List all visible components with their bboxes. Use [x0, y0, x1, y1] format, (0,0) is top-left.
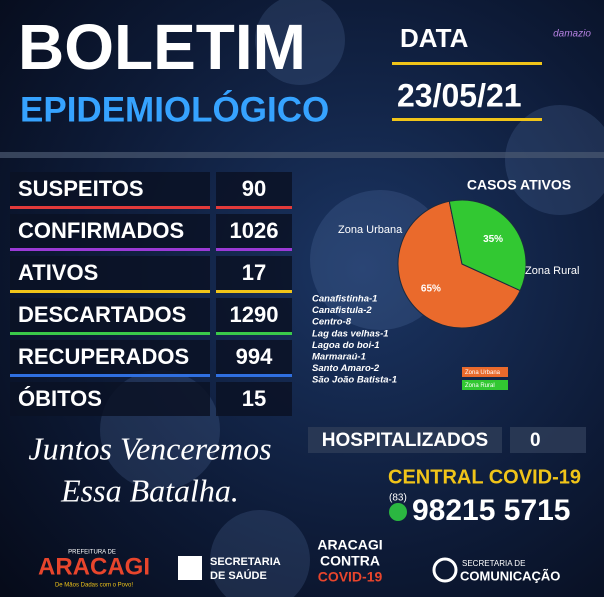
- row-label-box: [10, 340, 210, 374]
- hospital-label: HOSPITALIZADOS: [322, 430, 488, 451]
- row-underline: [216, 332, 292, 335]
- pie-slice: [448, 199, 527, 292]
- row-underline: [10, 290, 210, 293]
- pie-value-label: 65%: [421, 283, 441, 294]
- slogan: Juntos Venceremos: [28, 430, 271, 466]
- brand: damazio: [553, 29, 591, 40]
- row-label-box: [10, 214, 210, 248]
- footer-text: SECRETARIA DE: [462, 559, 525, 568]
- pie-label: Zona Urbana: [338, 224, 403, 236]
- row-value: 1290: [230, 302, 279, 327]
- footer-text: CONTRA: [320, 553, 380, 569]
- row-label-box: [10, 256, 210, 290]
- health-icon: [178, 556, 202, 580]
- row-value-box: [216, 298, 292, 332]
- row-label: ATIVOS: [18, 260, 98, 285]
- pie-slice: [397, 200, 521, 329]
- row-value-box: [216, 256, 292, 290]
- footer-text: DE SAÚDE: [210, 569, 267, 582]
- district: Canafistula-2: [312, 305, 372, 316]
- hospital-box: [308, 427, 502, 453]
- legend: Zona Urbana Zona Rural: [462, 367, 508, 390]
- row-underline: [216, 206, 292, 209]
- phone: 98215 5715: [412, 494, 571, 527]
- row-underline: [10, 332, 210, 335]
- pie-value-label: 35%: [483, 234, 503, 245]
- footer-text: PREFEITURA DE: [68, 550, 116, 556]
- date-line: [392, 62, 542, 65]
- row-value-box: [216, 382, 292, 416]
- title: BOLETIM: [18, 11, 306, 83]
- row-label-box: [10, 382, 210, 416]
- district: Lag das velhas-1: [312, 328, 389, 339]
- row-underline: [10, 248, 210, 251]
- row-value: 17: [242, 260, 266, 285]
- central-title: CENTRAL COVID-19: [388, 466, 581, 488]
- row-underline: [10, 206, 210, 209]
- district: São João Batista-1: [312, 375, 397, 386]
- legend-label: Zona Urbana: [465, 370, 501, 376]
- footer-logo: ARACAGI: [38, 553, 150, 580]
- row-value: 1026: [230, 218, 279, 243]
- row-value: 994: [236, 344, 273, 369]
- subtitle: EPIDEMIOLÓGICO: [20, 89, 329, 129]
- row-value-box: [216, 172, 292, 206]
- separator: [0, 152, 604, 158]
- row-value: 90: [242, 176, 266, 201]
- row-label-box: [10, 298, 210, 332]
- legend-swatch: [462, 380, 508, 390]
- row-underline: [216, 374, 292, 377]
- pie-title: CASOS ATIVOS: [467, 177, 571, 193]
- slogan: Essa Batalha.: [60, 472, 239, 508]
- row-underline: [10, 374, 210, 377]
- date-label: DATA: [400, 23, 469, 53]
- footer-text: De Mãos Dadas com o Povo!: [55, 583, 133, 589]
- date: 23/05/21: [397, 77, 522, 113]
- hospital-value-box: [510, 427, 586, 453]
- footer-text: SECRETARIA: [210, 556, 281, 568]
- row-value: 15: [242, 386, 266, 411]
- row-label: CONFIRMADOS: [18, 218, 184, 243]
- footer-text: ARACAGI: [317, 537, 382, 553]
- footer-text: COMUNICAÇÃO: [460, 568, 560, 583]
- legend-label: Zona Rural: [465, 383, 495, 389]
- whatsapp-icon: [389, 503, 407, 521]
- date-line: [392, 118, 542, 121]
- pie-chart: 65% 35%: [397, 199, 527, 329]
- district: Santo Amaro-2: [312, 363, 380, 374]
- row-label: RECUPERADOS: [18, 344, 189, 369]
- area-code: (83): [389, 493, 407, 504]
- row-underline: [216, 290, 292, 293]
- district: Lagoa do boi-1: [312, 340, 380, 351]
- row-value-box: [216, 214, 292, 248]
- row-label-box: [10, 172, 210, 206]
- footer-text: COVID-19: [318, 569, 383, 585]
- stats-table: SUSPEITOS 90 CONFIRMADOS 1026 ATIVOS 17 DESCAR…: [10, 172, 292, 416]
- district: Centro-8: [312, 317, 352, 328]
- district: Marmaraú-1: [312, 352, 366, 363]
- pie-label: Zona Rural: [525, 265, 579, 277]
- row-label: DESCARTADOS: [18, 302, 186, 327]
- hospital-value: 0: [530, 430, 541, 451]
- legend-swatch: [462, 367, 508, 377]
- row-underline: [216, 248, 292, 251]
- row-value-box: [216, 340, 292, 374]
- row-label: ÓBITOS: [18, 386, 102, 411]
- comm-icon: [432, 557, 458, 583]
- district: Canafistinha-1: [312, 294, 377, 305]
- row-label: SUSPEITOS: [18, 176, 144, 201]
